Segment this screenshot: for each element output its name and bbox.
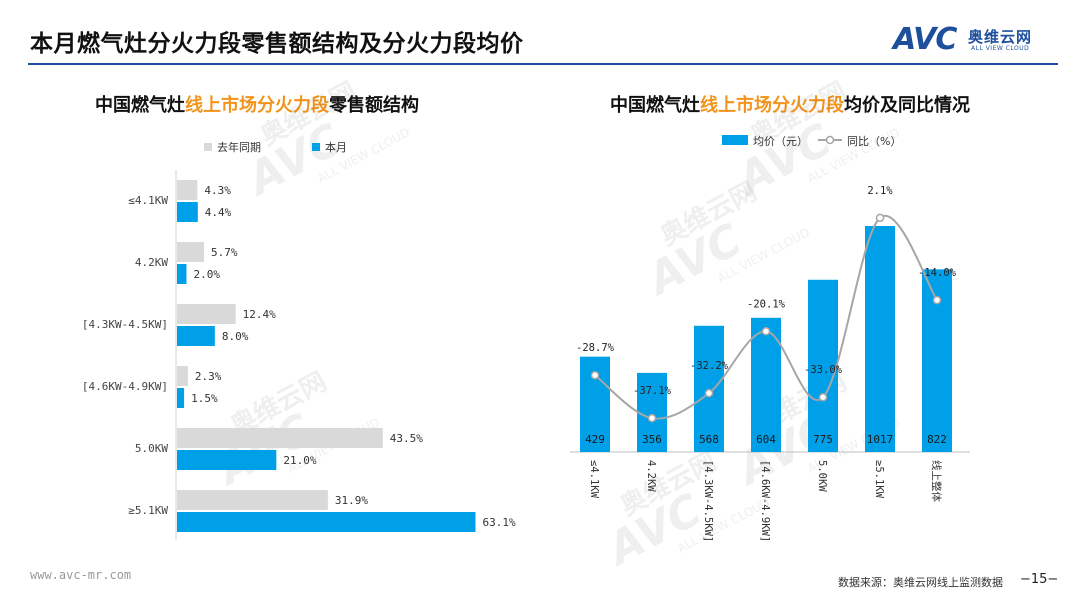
- logo-name-cn: 奥维云网: [968, 28, 1033, 46]
- bar: [177, 450, 277, 470]
- right-chart-title-pre: 中国燃气灶: [610, 95, 700, 116]
- data-label: 1.5%: [191, 392, 218, 405]
- category-label: 5.0KW: [135, 442, 168, 455]
- line-point: [647, 413, 657, 423]
- category-label: 4.2KW: [135, 256, 168, 269]
- data-label: 5.7%: [211, 246, 238, 259]
- data-label: 4.4%: [205, 206, 232, 219]
- page-title: 本月燃气灶分火力段零售额结构及分火力段均价: [30, 31, 524, 57]
- left-chart-title-pre: 中国燃气灶: [95, 95, 185, 116]
- category-label: [4.6KW-4.9KW]: [759, 460, 771, 542]
- bar: [177, 304, 236, 324]
- legend-swatch: [722, 135, 748, 145]
- category-label: ≤4.1KW: [588, 460, 600, 499]
- line-point: [932, 295, 942, 305]
- bar: [177, 366, 188, 386]
- bar: [177, 512, 476, 532]
- data-label: 21.0%: [283, 454, 316, 467]
- data-label: 43.5%: [390, 432, 423, 445]
- data-label: 63.1%: [482, 516, 515, 529]
- category-label: 4.2KW: [645, 460, 657, 492]
- category-label: [4.3KW-4.5KW]: [82, 318, 168, 331]
- legend-label: 均价（元）: [753, 135, 808, 148]
- category-label: [4.3KW-4.5KW]: [702, 460, 714, 542]
- category-label: [4.6KW-4.9KW]: [82, 380, 168, 393]
- logo-mark: AVC: [893, 22, 957, 57]
- right-chart-title-highlight: 线上市场分火力段: [700, 95, 844, 116]
- right-legend: 均价（元） 同比（%）: [722, 135, 901, 148]
- bar: [177, 388, 185, 408]
- logo-name-en: ALL VIEW CLOUD: [971, 45, 1030, 52]
- bar: [177, 326, 215, 346]
- page-number: −15−: [1020, 572, 1059, 587]
- bar-value-label: 604: [756, 433, 776, 446]
- line-value-label: -20.1%: [747, 298, 786, 310]
- category-label: 5.0KW: [816, 460, 828, 492]
- legend-marker: [825, 135, 835, 145]
- data-label: 4.3%: [204, 184, 231, 197]
- line-value-label: -14.0%: [918, 267, 957, 279]
- line-point: [875, 213, 885, 223]
- brand-logo: AVC 奥维云网 ALL VIEW CLOUD: [893, 24, 1053, 58]
- right-chart-title: 中国燃气灶线上市场分火力段均价及同比情况: [610, 91, 970, 117]
- left-chart-title-highlight: 线上市场分火力段: [185, 95, 329, 116]
- data-label: 2.0%: [193, 268, 220, 281]
- header-divider: [28, 63, 1058, 65]
- left-chart-title-post: 零售额结构: [329, 95, 419, 116]
- line-point: [590, 370, 600, 380]
- bar: [177, 264, 187, 284]
- bar-value-label: 568: [699, 433, 719, 446]
- bar: [177, 180, 198, 200]
- line-point: [704, 388, 714, 398]
- line-value-label: -37.1%: [633, 385, 672, 397]
- category-label: 线上整体: [930, 460, 943, 502]
- data-label: 8.0%: [222, 330, 249, 343]
- bar-value-label: 1017: [867, 433, 894, 446]
- bar: [808, 279, 838, 452]
- bar-value-label: 429: [585, 433, 605, 446]
- legend-label: 去年同期: [217, 140, 261, 154]
- line-point: [761, 327, 771, 336]
- bar: [177, 242, 204, 262]
- legend-swatch: [204, 143, 212, 151]
- footer-url: www.avc-mr.com: [30, 568, 132, 582]
- category-label: ≥5.1KW: [873, 460, 885, 499]
- legend-label: 同比（%）: [847, 135, 901, 148]
- legend-label: 本月: [325, 140, 347, 154]
- bar: [177, 428, 383, 448]
- data-label: 12.4%: [243, 308, 276, 321]
- bar-value-label: 775: [813, 433, 833, 446]
- line-value-label: -32.2%: [690, 360, 729, 372]
- data-label: 2.3%: [195, 370, 222, 383]
- bar: [637, 372, 667, 452]
- left-legend: 去年同期 本月: [204, 140, 347, 154]
- data-label: 31.9%: [335, 494, 368, 507]
- bar: [177, 202, 198, 222]
- line-value-label: -28.7%: [576, 342, 615, 354]
- line-value-label: -33.0%: [804, 364, 843, 376]
- left-bar-chart: 去年同期 本月 ≤4.1KW 4.3% 4.4% 4.2KW 5.7% 2.0% [4.3KW-…: [82, 140, 516, 540]
- category-label: ≥5.1KW: [128, 504, 168, 517]
- bar: [751, 317, 781, 452]
- footer-source: 数据来源：奥维云网线上监测数据: [838, 576, 1003, 589]
- bar-value-label: 356: [642, 433, 662, 446]
- legend-swatch: [312, 143, 320, 151]
- category-label: ≤4.1KW: [128, 194, 168, 207]
- right-chart-title-post: 均价及同比情况: [844, 95, 970, 116]
- bar: [177, 490, 328, 510]
- line-point: [818, 392, 828, 402]
- line-value-label: 2.1%: [867, 185, 893, 197]
- left-chart-title: 中国燃气灶线上市场分火力段零售额结构: [95, 91, 419, 117]
- bar-value-label: 822: [927, 433, 947, 446]
- bar: [865, 226, 895, 452]
